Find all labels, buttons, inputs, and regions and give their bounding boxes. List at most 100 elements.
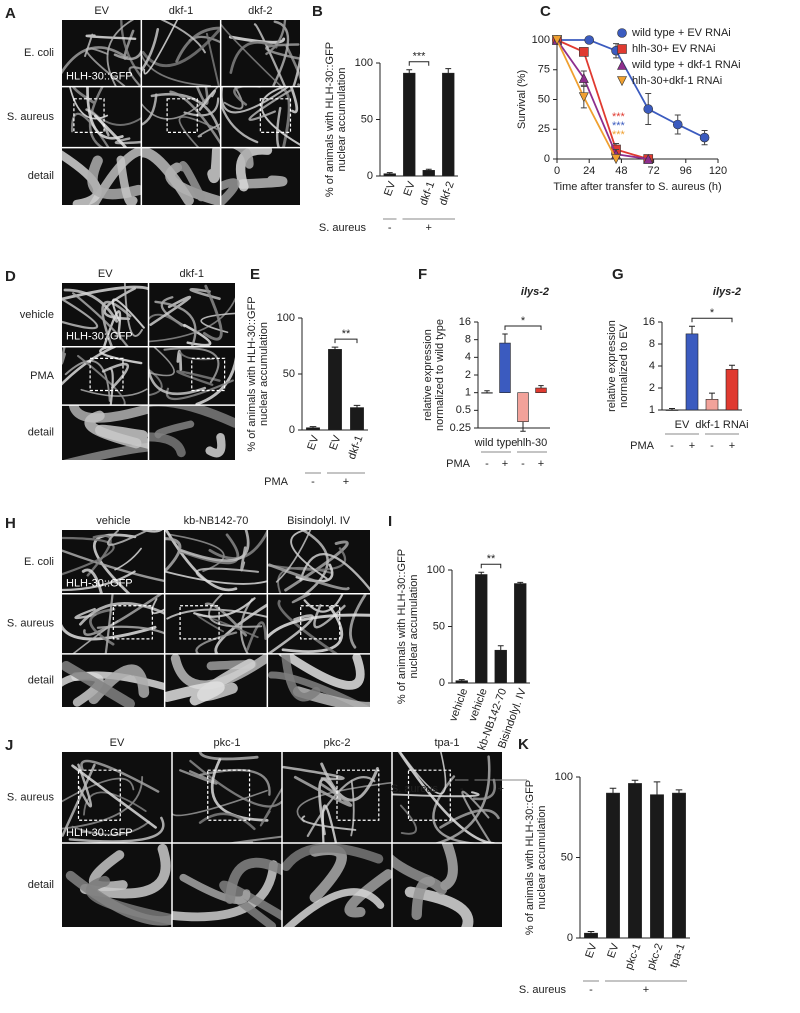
worm	[176, 370, 221, 386]
error-bar	[353, 404, 361, 408]
condition-level: -	[311, 476, 315, 488]
x-tick-label: -	[710, 440, 714, 452]
worm	[163, 347, 220, 384]
condition-label: PMA	[446, 458, 471, 470]
worm	[281, 605, 344, 654]
marker	[643, 104, 654, 114]
x-axis-label: Time after transfer to S. aureus (h)	[553, 181, 721, 193]
condition-label: PMA	[630, 440, 655, 452]
row-label: S. aureus	[7, 791, 55, 803]
worm	[321, 804, 338, 843]
worm	[120, 20, 142, 79]
significance-bracket	[334, 338, 358, 344]
annotation: ***	[612, 111, 626, 123]
worm	[275, 106, 282, 148]
detail-box	[166, 98, 198, 133]
bar	[514, 583, 527, 684]
y-tick-label: 0	[567, 932, 573, 944]
worm	[205, 432, 226, 458]
error-bar	[689, 325, 695, 334]
error-bar	[517, 581, 524, 584]
row-label: detail	[28, 879, 54, 891]
condition-level: +	[426, 222, 432, 234]
worm	[292, 52, 301, 87]
micrograph-cell	[62, 346, 148, 406]
worm	[62, 623, 157, 641]
legend-label: hlh-30+ EV RNAi	[632, 43, 715, 55]
worm	[101, 300, 132, 347]
overlay-label: HLH-30::GFP	[66, 827, 133, 839]
row-label: E. coli	[24, 47, 54, 59]
detail-box	[179, 605, 220, 640]
worm	[175, 26, 221, 63]
significance-label: *	[521, 315, 526, 327]
bar	[481, 392, 493, 394]
row-label: E. coli	[24, 556, 54, 568]
worm	[461, 790, 492, 843]
significance-label: *	[710, 307, 715, 319]
overlay-label: HLH-30::GFP	[66, 578, 133, 590]
column-label: vehicle	[96, 515, 130, 527]
row-label: detail	[28, 426, 54, 438]
worm	[399, 804, 418, 835]
group-label: EV	[675, 419, 690, 431]
column-label: tpa-1	[434, 737, 459, 749]
micrograph-cell	[282, 843, 392, 927]
worm	[226, 835, 282, 843]
worm	[62, 297, 99, 330]
y-axis-label: nuclear accumulation	[336, 68, 348, 172]
marker	[552, 35, 562, 46]
x-tick-label: EV	[327, 433, 344, 452]
worm	[178, 161, 206, 202]
y-tick-label: 2	[465, 369, 471, 381]
worm	[77, 354, 126, 406]
worm	[70, 112, 110, 148]
worm	[235, 147, 273, 192]
row-label: S. aureus	[7, 618, 55, 630]
bar	[535, 387, 547, 393]
micrograph-cell	[148, 405, 235, 458]
significance-bracket	[504, 325, 542, 330]
legend-marker	[617, 28, 627, 38]
y-tick-label: 0	[367, 170, 373, 182]
y-axis-label: Survival (%)	[516, 70, 528, 129]
worm	[68, 816, 165, 843]
worm	[116, 155, 138, 205]
y-tick-label: 0.25	[450, 422, 471, 434]
detail-box	[407, 769, 451, 821]
worm	[169, 90, 221, 145]
column-label: dkf-1	[169, 5, 193, 17]
marker	[578, 92, 589, 103]
worm	[81, 568, 103, 594]
panel-label: G	[612, 266, 624, 283]
worm	[202, 284, 223, 341]
panel-label: B	[312, 3, 323, 20]
worm	[164, 537, 182, 574]
overlay-label: HLH-30::GFP	[66, 331, 133, 343]
error-bar	[709, 392, 715, 400]
x-tick-label: EV	[305, 433, 322, 452]
y-tick-label: 100	[532, 34, 550, 46]
marker	[672, 119, 683, 130]
group-label: hlh-30	[517, 437, 548, 449]
worm	[313, 604, 346, 629]
bar	[665, 409, 679, 411]
bar	[685, 333, 699, 411]
worm	[344, 869, 392, 918]
worm	[89, 607, 116, 646]
bar	[403, 72, 416, 177]
worm	[237, 175, 288, 189]
worm	[179, 530, 250, 562]
y-tick-label: 16	[643, 316, 655, 328]
significance-label: ***	[413, 51, 427, 63]
micrograph-cell	[220, 20, 301, 87]
y-axis-label: % of animals with HLH-30::GFP	[246, 296, 258, 451]
worm	[166, 608, 268, 620]
worm	[80, 388, 148, 397]
worm	[282, 765, 345, 781]
marker	[643, 153, 654, 164]
worm	[295, 563, 334, 583]
worm	[164, 530, 238, 592]
series-line	[556, 39, 649, 160]
